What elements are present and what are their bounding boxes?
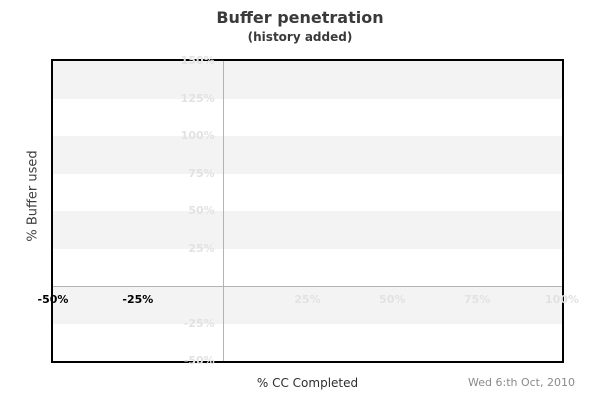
- y-tick-label: -50%: [183, 354, 215, 367]
- x-tick-label: -50%: [37, 293, 69, 306]
- plot-band: [53, 61, 562, 99]
- x-tick-label: 75%: [463, 293, 491, 306]
- plot-band: [53, 136, 562, 174]
- plot-band: [53, 286, 562, 324]
- y-tick-label: 25%: [188, 241, 215, 255]
- date-label: Wed 6:th Oct, 2010: [468, 376, 575, 389]
- x-tick-label: 50%: [379, 293, 406, 306]
- x-axis-title: % CC Completed: [256, 376, 359, 390]
- y-tick-label: 100%: [180, 129, 215, 142]
- x-zero-gridline: [222, 61, 224, 361]
- y-tick-label: 50%: [188, 204, 215, 217]
- x-tick-label: 25%: [294, 293, 321, 306]
- plot-band: [53, 211, 562, 249]
- chart-subtitle: (history added): [247, 30, 353, 44]
- x-tick-label: -25%: [122, 293, 154, 306]
- chart-title: Buffer penetration: [216, 8, 384, 27]
- plot-area: 150% 125% 100% 75% 50% 25% -25% -50% -50% -25% 25%…: [38, 54, 579, 367]
- y-tick-label: 150%: [180, 54, 215, 67]
- y-axis-title-text: % Buffer used: [25, 150, 41, 242]
- y-zero-gridline: [53, 286, 562, 287]
- x-tick-label: 100%: [545, 293, 579, 306]
- y-tick-label: 125%: [180, 91, 215, 105]
- y-tick-label: 75%: [188, 166, 215, 180]
- y-tick-label: -25%: [183, 316, 215, 330]
